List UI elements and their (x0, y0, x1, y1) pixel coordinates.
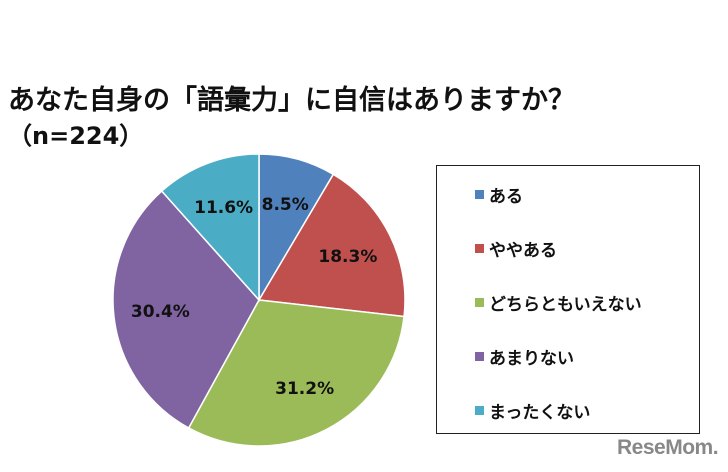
chart-subtitle: （n=224） (8, 122, 144, 150)
legend-item: ある (475, 182, 523, 207)
resemom-logo: ReseMom. (617, 436, 719, 459)
legend-item: あまりない (475, 344, 574, 369)
data-label: 18.3% (318, 247, 377, 267)
legend-item: どちらともいえない (475, 290, 642, 315)
data-label: 31.2% (275, 379, 334, 399)
legend-swatch (475, 190, 484, 199)
legend-label: ややある (489, 241, 557, 261)
legend-label: あまりない (489, 349, 574, 369)
chart-title: あなた自身の「語彙力」に自信はありますか？ (8, 85, 575, 116)
legend-label: ある (489, 187, 523, 207)
data-label: 8.5% (262, 195, 309, 215)
legend-label: まったくない (489, 403, 591, 423)
legend-item: まったくない (475, 398, 590, 423)
data-label: 11.6% (194, 198, 253, 218)
legend-item: ややある (475, 236, 557, 261)
data-label: 30.4% (131, 302, 190, 322)
legend-swatch (475, 352, 484, 361)
legend-swatch (475, 406, 484, 415)
legend-swatch (475, 244, 484, 253)
legend-swatch (475, 298, 484, 307)
legend-label: どちらともいえない (489, 295, 642, 315)
legend: あるややあるどちらともいえない あまりないまったくない (436, 165, 700, 434)
pie-slice (112, 190, 260, 429)
pie-slice (187, 299, 405, 447)
pie-slice (160, 153, 260, 302)
pie-slice (257, 173, 406, 318)
